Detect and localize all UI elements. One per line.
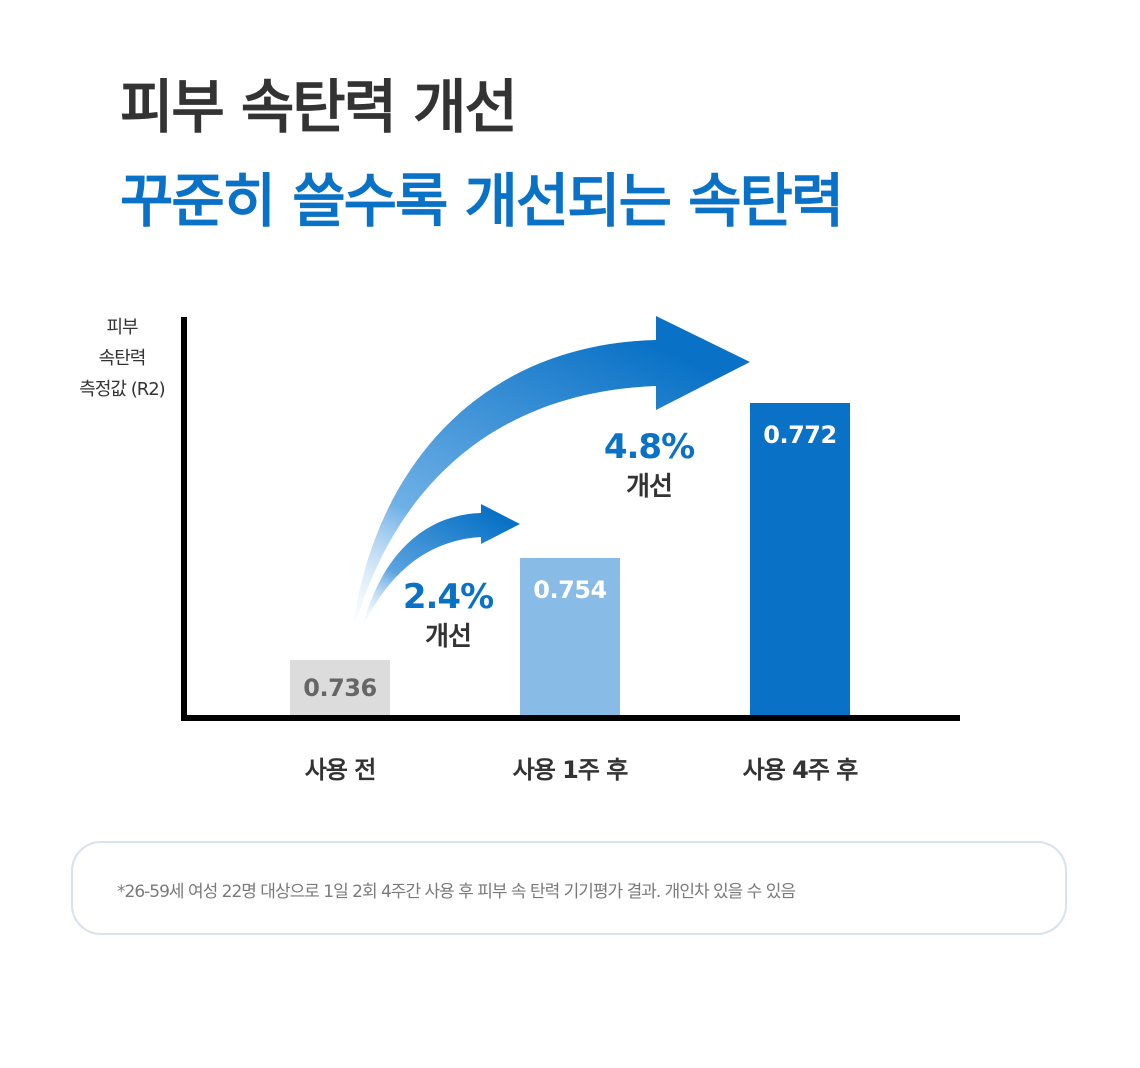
bar-before: 0.736 bbox=[290, 660, 390, 716]
x-tick-week4: 사용 4주 후 bbox=[742, 756, 859, 784]
y-axis-line bbox=[181, 317, 187, 721]
footnote-text: *26-59세 여성 22명 대상으로 1일 2회 4주간 사용 후 피부 속 … bbox=[117, 882, 796, 902]
bar-week4: 0.772 bbox=[750, 403, 850, 716]
y-axis-label-line: 측정값 (R2) bbox=[79, 379, 165, 400]
bar-before-value: 0.736 bbox=[303, 674, 377, 702]
x-tick-before: 사용 전 bbox=[304, 756, 377, 784]
x-axis-line bbox=[181, 715, 960, 721]
x-tick-week1: 사용 1주 후 bbox=[512, 756, 629, 784]
annotation-week1: 2.4% 개선 bbox=[378, 580, 518, 650]
annotation-week1-percent: 2.4% bbox=[402, 577, 494, 617]
annotation-week4-percent: 4.8% bbox=[603, 427, 695, 467]
footnote-box: *26-59세 여성 22명 대상으로 1일 2회 4주간 사용 후 피부 속 … bbox=[71, 841, 1067, 935]
annotation-week1-label: 개선 bbox=[425, 622, 472, 652]
y-axis-label-line: 속탄력 bbox=[98, 348, 147, 369]
page-subtitle: 꾸준히 쓸수록 개선되는 속탄력 bbox=[120, 167, 844, 235]
annotation-week4: 4.8% 개선 bbox=[579, 430, 719, 500]
bar-week1-value: 0.754 bbox=[533, 576, 607, 604]
annotation-week4-label: 개선 bbox=[626, 472, 673, 502]
page-title: 피부 속탄력 개선 bbox=[120, 73, 518, 141]
y-axis-label: 피부 속탄력 측정값 (R2) bbox=[66, 312, 178, 405]
bar-week1: 0.754 bbox=[520, 558, 620, 716]
y-axis-label-line: 피부 bbox=[106, 317, 138, 338]
bar-week4-value: 0.772 bbox=[763, 421, 837, 449]
